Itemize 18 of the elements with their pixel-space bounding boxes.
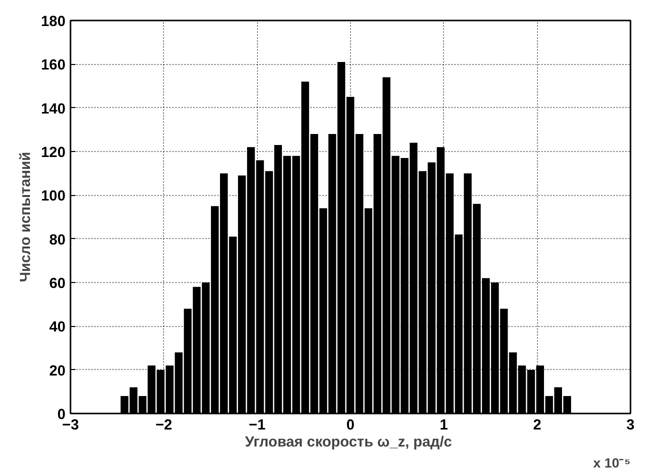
y-tick-label: 40 [49,320,66,336]
y-tick-label: 120 [41,145,66,161]
text: x 10⁻⁵ [593,456,630,470]
x-tick-label: 2 [533,418,542,434]
y-tick-label: 160 [41,58,66,74]
x-tick-label: 3 [626,418,635,434]
x-tick-label: 0 [346,418,355,434]
y-tick-label: 100 [41,188,66,205]
y-tick-label: 20 [49,363,66,380]
y-tick-label: 180 [41,14,66,30]
y-tick-label: 140 [41,101,66,118]
y-tick-label: 60 [49,276,66,292]
x-tick-label: 1 [440,418,448,434]
y-axis-title: Число испытаний [18,152,34,282]
x-axis-title: Угловая скорость ω_z, рад/с [244,434,452,450]
x-tick-label: −1 [248,418,266,434]
x-tick-label: −2 [155,418,172,434]
y-tick-label: 80 [49,232,66,248]
